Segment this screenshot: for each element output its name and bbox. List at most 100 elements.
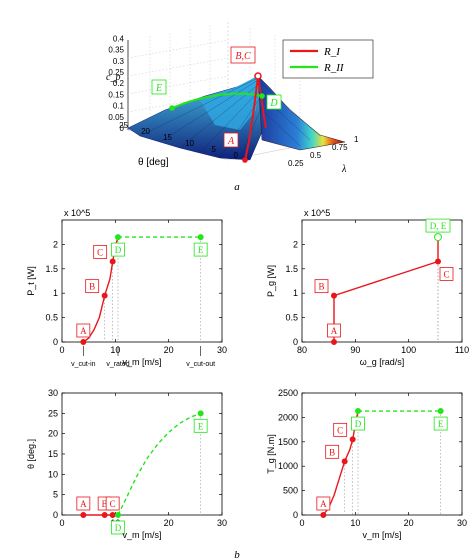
surface-point-d	[259, 93, 265, 99]
svg-text:E: E	[155, 83, 162, 94]
point-label-box	[439, 267, 454, 281]
y-axis-label: P_g [W]	[266, 265, 276, 297]
point-label-box	[93, 245, 108, 259]
point-label-box	[85, 279, 100, 294]
y-tick-label: 1	[293, 288, 298, 298]
data-point	[80, 339, 87, 345]
point-label: C	[97, 247, 103, 257]
x-tick-label: 20	[164, 518, 174, 528]
data-point	[320, 512, 327, 518]
point-label: C	[443, 269, 449, 279]
x-axis-label: v_m [m/s]	[122, 530, 161, 540]
surface-label-bc: B,C	[230, 46, 256, 64]
y-tick-label: 0	[53, 510, 58, 520]
point-label: A	[80, 326, 87, 336]
surface-crest	[200, 76, 258, 130]
x-axis-label: ω_g [rad/s]	[360, 357, 405, 367]
z-axis-label: c_p	[106, 72, 120, 83]
point-label-box	[111, 242, 125, 257]
plot-pt-vs-vm: 0 10 20 30 0 0.5 1 1.5 2 x 10^5 A B C D Ev_m [m/s] P_t …	[26, 208, 227, 368]
point-label: D	[115, 523, 122, 533]
surface-point-e	[169, 105, 175, 111]
theta-tick-label: 10	[185, 139, 194, 148]
x-axis-label: v_m [m/s]	[122, 357, 161, 367]
theta-tick-label: 15	[163, 133, 172, 142]
data-point	[437, 408, 444, 415]
point-label-box	[327, 323, 341, 338]
point-label: E	[438, 419, 444, 429]
legend-label-ri: R_I	[323, 46, 341, 58]
point-label-box	[76, 496, 91, 511]
y-tick-label: 5	[53, 490, 58, 500]
data-point	[197, 410, 204, 417]
lambda-tick-label: 0.25	[288, 159, 304, 168]
y-axis-label: T_g [N.m]	[266, 434, 276, 474]
data-point	[115, 234, 121, 241]
x-tick-label: 0	[59, 345, 64, 355]
y-tick-label: 0	[293, 510, 298, 520]
y-tick-label: 2	[293, 239, 298, 249]
point-label: B	[102, 499, 108, 509]
y-tick-label: 1500	[278, 437, 298, 447]
plot-theta-vs-vm: 0102030051015202530ABCDEv_m [m/s]θ [deg.…	[26, 388, 227, 540]
y-tick-label: 1.5	[285, 264, 298, 274]
point-label-box	[433, 416, 448, 431]
point-label-box	[105, 496, 120, 511]
surface-point-a	[242, 157, 248, 163]
point-label: D	[115, 245, 122, 255]
theta-tick-label: 0	[234, 151, 239, 160]
point-label: D, E	[430, 221, 447, 231]
surface-label-d: D	[266, 94, 282, 110]
x-tick-label: 100	[401, 345, 416, 355]
y-tick-label: 0	[293, 337, 298, 347]
y-tick-label: 1	[53, 288, 58, 298]
legend-label-rii: R_II	[323, 62, 345, 74]
lambda-tick-label: 1	[354, 135, 359, 144]
point-label: C	[110, 499, 116, 509]
point-label: E	[198, 245, 204, 255]
point-label-box	[351, 416, 365, 431]
y-axis-label: P_t [W]	[26, 266, 36, 296]
y-tick-label: 2	[53, 239, 58, 249]
plot-tg-vs-vm: 0 10 20 30 0 500 1000 1500 2000 2500 A B C D Ev_m [m/s…	[266, 388, 467, 540]
data-point	[341, 458, 348, 465]
data-point	[101, 512, 108, 518]
lambda-tick-label: 0.5	[310, 151, 322, 160]
plot-frame	[301, 219, 463, 343]
y-tick-label: 15	[48, 449, 58, 459]
y-axis-label: θ [deg.]	[26, 439, 36, 469]
x-tick-label: 30	[217, 345, 227, 355]
x-tick-label: 20	[404, 518, 414, 528]
caption-a: a	[234, 181, 240, 193]
x-axis-label: v_m [m/s]	[362, 530, 401, 540]
surface-point-bc	[254, 72, 262, 80]
x-tick-label: 0	[59, 518, 64, 528]
x-tick-label: 10	[350, 518, 360, 528]
point-label: B	[89, 282, 95, 292]
data-point	[197, 234, 204, 241]
point-label: A	[320, 499, 327, 509]
y-tick-label: 1000	[278, 461, 298, 471]
point-label: D	[355, 419, 362, 429]
z-tick-label: 0.35	[108, 46, 124, 55]
series-line-r-i	[333, 237, 439, 342]
z-tick-label: 0.3	[113, 57, 125, 66]
surface-right	[257, 75, 346, 151]
x-tick-label: 90	[350, 345, 360, 355]
point-label-box	[111, 520, 125, 535]
y-tick-label: 10	[48, 469, 58, 479]
z-tick-label: 0.15	[108, 90, 124, 99]
z-tick-label: 0.25	[108, 68, 124, 77]
data-point	[101, 292, 108, 299]
y-tick-label: 0	[53, 337, 58, 347]
y-tick-label: 500	[283, 486, 298, 496]
svg-text:D: D	[269, 98, 278, 109]
point-label: E	[198, 421, 204, 431]
y-exponent-label: x 10^5	[64, 208, 90, 218]
x-tick-label: 20	[164, 345, 174, 355]
y-tick-label: 0.5	[45, 313, 58, 323]
theta-axis-label: θ [deg]	[138, 157, 169, 168]
point-label-box	[76, 323, 91, 338]
point-label: A	[80, 499, 87, 509]
